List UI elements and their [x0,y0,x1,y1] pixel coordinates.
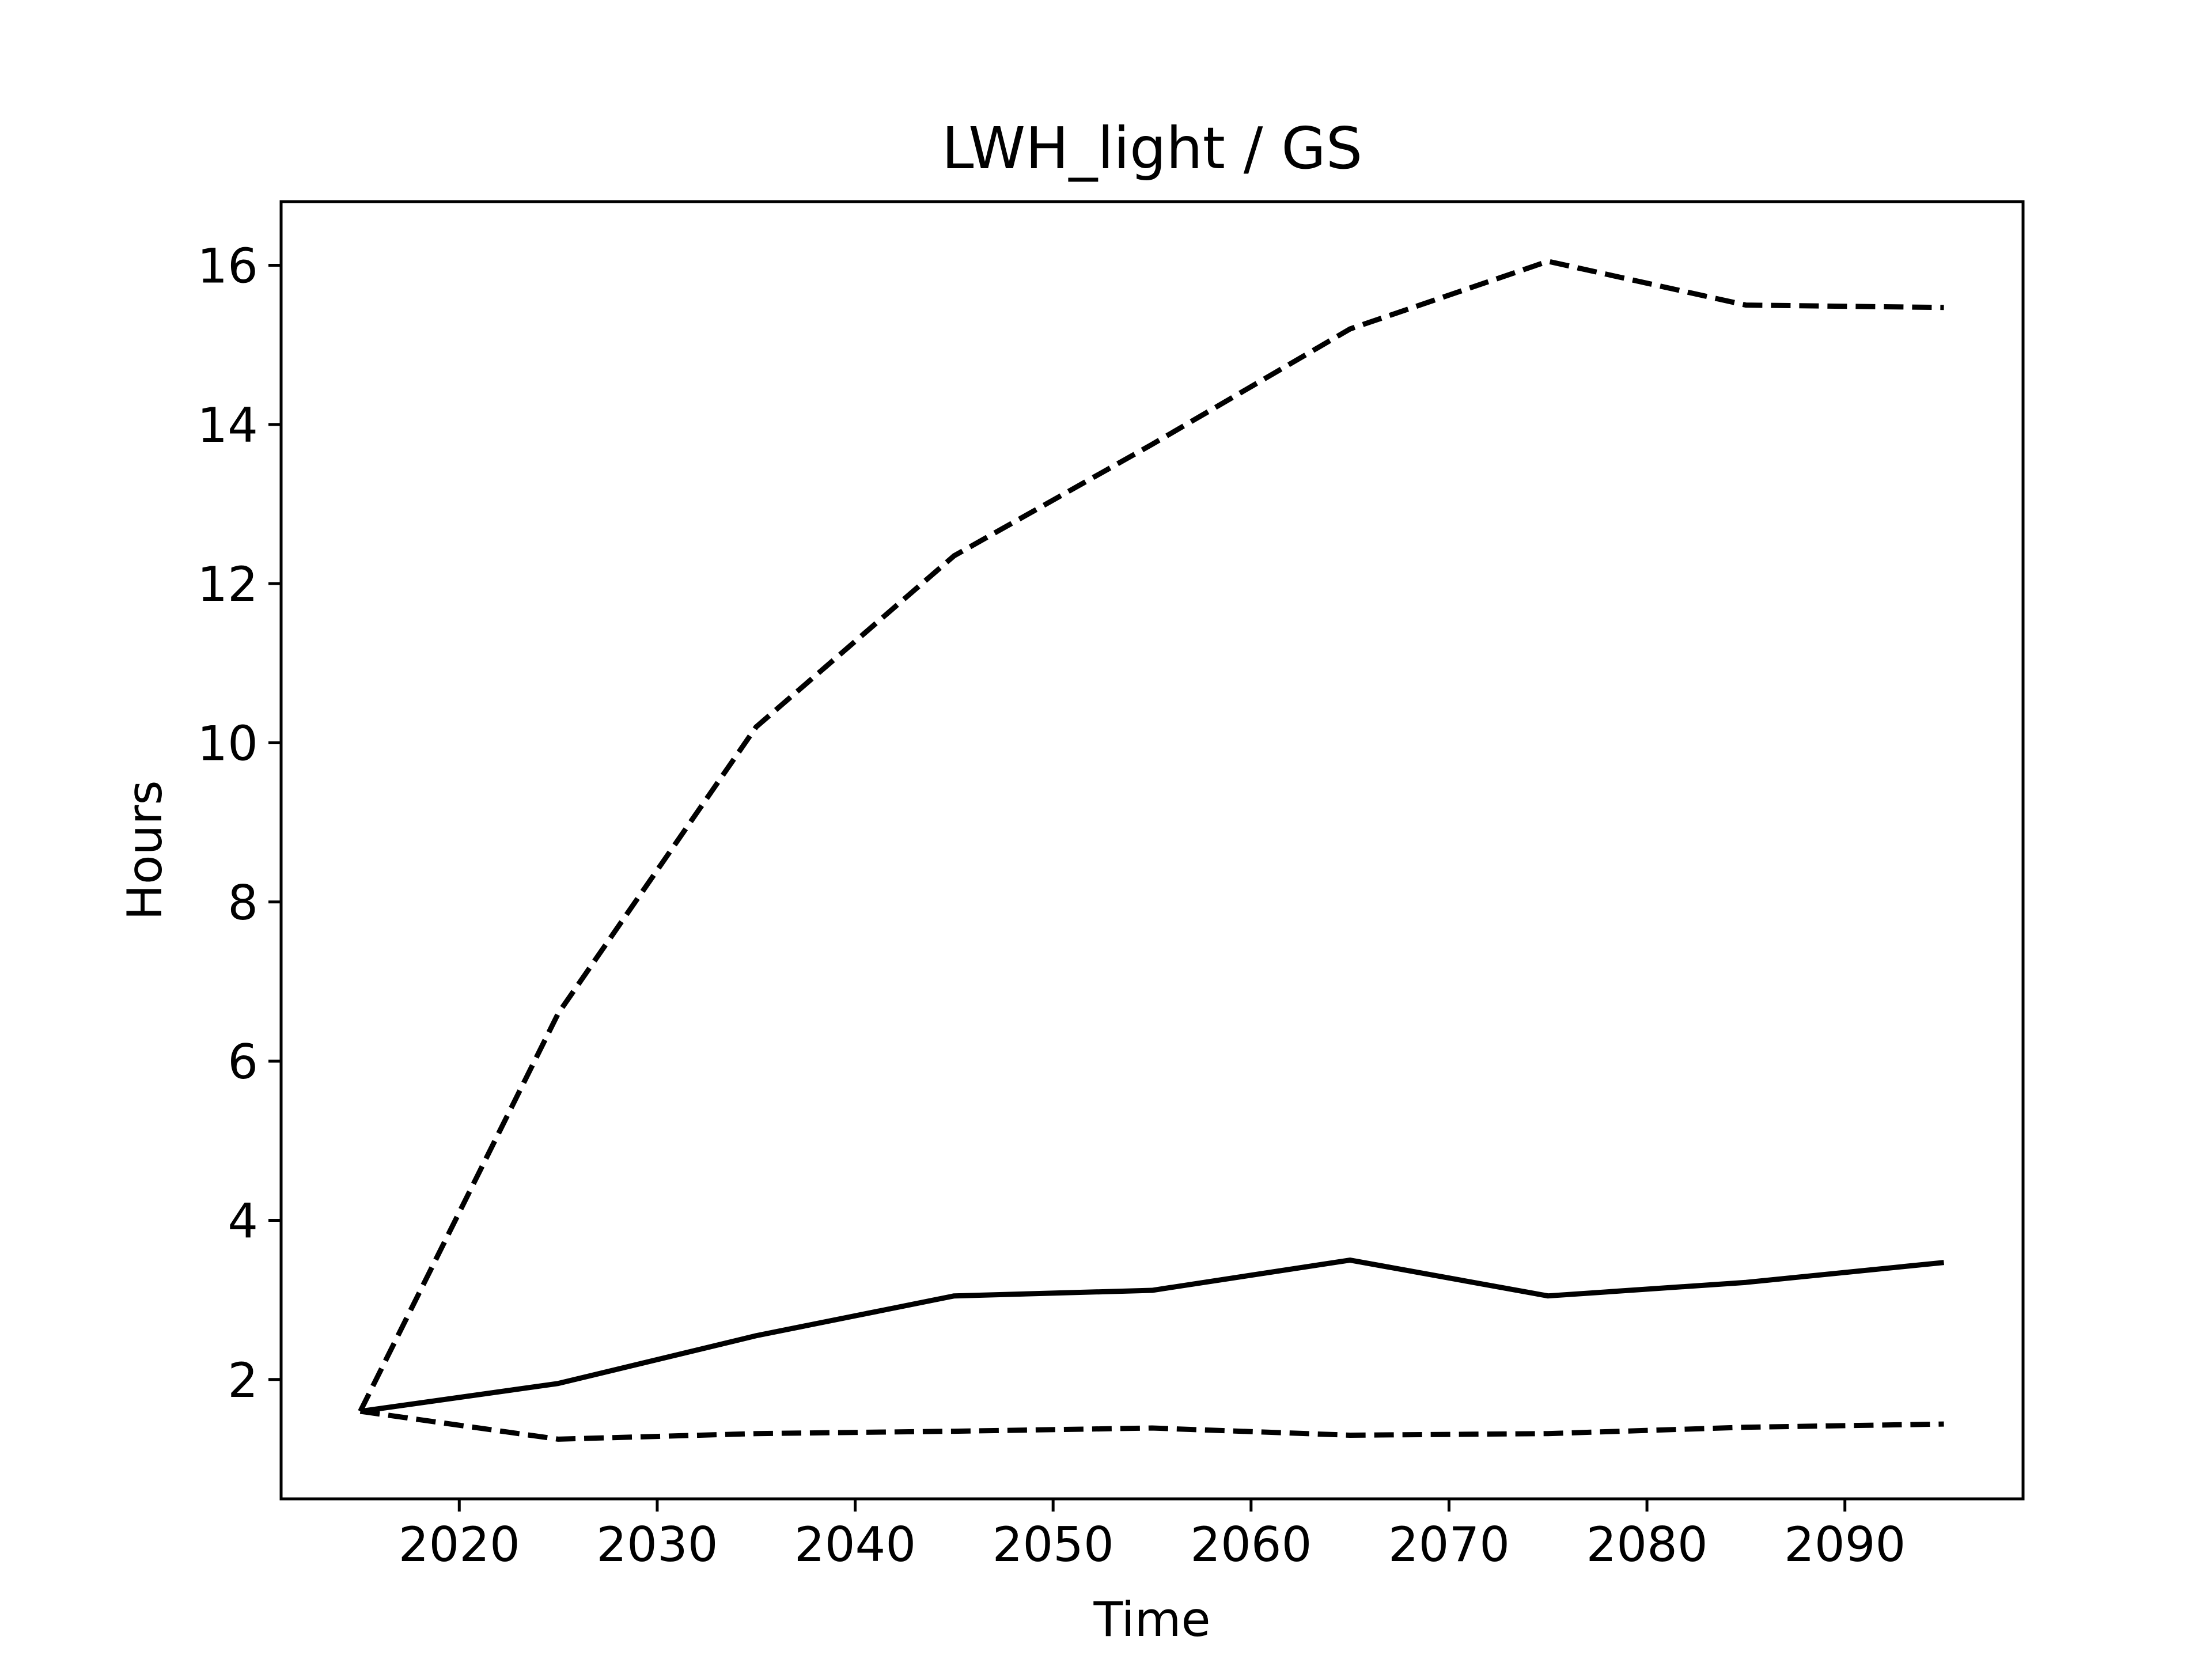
x-axis-label: Time [1093,1592,1210,1647]
chart-title: LWH_light / GS [942,115,1362,182]
y-tick-label: 14 [197,397,258,453]
y-tick-label: 2 [228,1353,258,1408]
y-tick-label: 4 [228,1193,258,1249]
y-tick-label: 6 [228,1034,258,1090]
y-axis-label: Hours [117,780,173,920]
x-tick-label: 2050 [993,1517,1114,1573]
x-tick-label: 2070 [1388,1517,1510,1573]
series-line-1 [359,1257,1944,1414]
x-tick-label: 2040 [794,1517,916,1573]
axis-ticks: 2020 2030 2040 2050 2060 2070 2080 2090 2 4 6 8 10 12… [197,238,1906,1573]
series-line-3 [359,1408,1944,1442]
x-tick-label: 2090 [1784,1517,1906,1573]
y-tick-label: 8 [228,875,258,931]
x-tick-label: 2060 [1190,1517,1312,1573]
series-lines [358,259,1944,1442]
y-tick-label: 16 [197,238,258,294]
y-tick-label: 10 [197,715,258,771]
x-tick-label: 2020 [399,1517,520,1573]
y-tick-label: 12 [197,556,258,612]
x-tick-label: 2080 [1586,1517,1707,1573]
series-line-2 [358,259,1944,1413]
x-tick-label: 2030 [596,1517,718,1573]
plot-frame [279,200,2025,1501]
